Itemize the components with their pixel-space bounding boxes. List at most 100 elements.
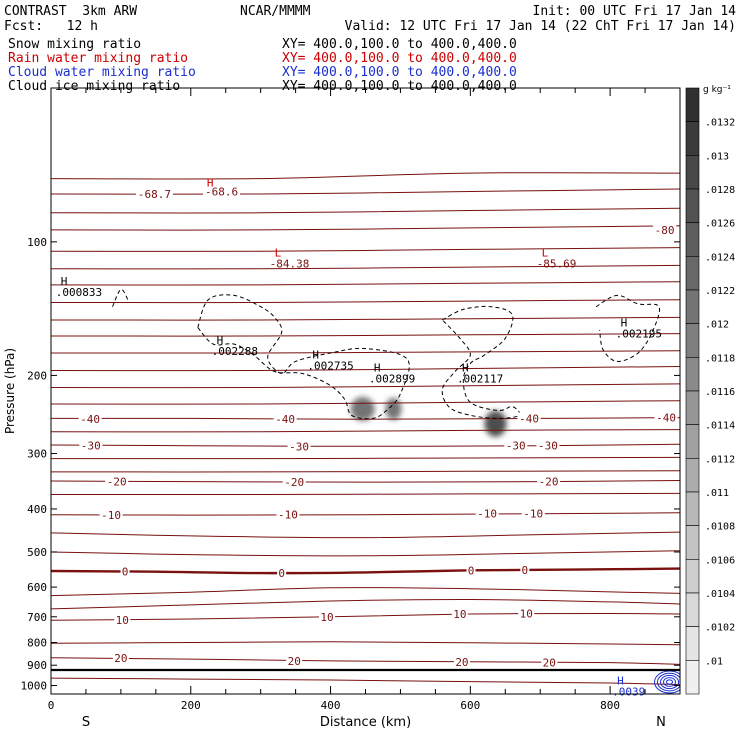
colorbar-tick-label: .0132 <box>705 118 735 129</box>
cloud-ice-contour <box>112 288 129 307</box>
colorbar-box <box>685 121 700 156</box>
colorbar-tick-label: .013 <box>705 151 729 162</box>
temperature-contour <box>51 587 680 597</box>
temperature-contour <box>51 443 680 447</box>
y-tick-label: 700 <box>27 611 47 624</box>
colorbar-unit: g kg⁻¹ <box>703 85 731 95</box>
extremum-value: -85.69 <box>537 258 577 271</box>
contour-label: 0 <box>522 564 529 577</box>
contour-label-background <box>653 223 677 235</box>
colorbar-tick-label: .0122 <box>705 286 735 297</box>
contour-label-background <box>537 475 561 487</box>
contour-label-background <box>466 564 476 576</box>
temperature-contour <box>51 264 680 270</box>
extremum-mark: H <box>462 362 469 375</box>
contour-label: -10 <box>278 509 298 522</box>
contour-label-background <box>475 507 499 519</box>
colorbar-box <box>685 390 700 425</box>
x-tick-label: 400 <box>321 699 341 712</box>
colorbar-tick-label: .0104 <box>705 589 735 600</box>
header-init: Init: 00 UTC Fri 17 Jan 14 <box>532 4 737 19</box>
colorbar-tick-label: .0128 <box>705 185 735 196</box>
colorbar-tick-label: .0112 <box>705 454 735 465</box>
extremum-value: .000833 <box>56 286 102 299</box>
contour-label-background <box>114 614 131 626</box>
colorbar-tick-label: .0102 <box>705 623 735 634</box>
extremum-mark: H <box>617 675 624 688</box>
x-tick-label: 600 <box>460 699 480 712</box>
contour-label-background <box>276 508 300 520</box>
field-label-snow: Snow mixing ratio <box>8 37 142 52</box>
temperature-contour <box>51 299 680 304</box>
contour-label-background <box>517 412 541 424</box>
contour-label: -30 <box>81 440 101 453</box>
temperature-contour <box>51 641 680 646</box>
field-label-rain: Rain water mixing ratio <box>8 51 189 66</box>
contour-label: 10 <box>520 607 533 620</box>
temperature-contour <box>51 613 680 621</box>
colorbar-box <box>685 87 700 122</box>
contour-label: -40 <box>519 412 539 425</box>
contour-label: 10 <box>320 611 333 624</box>
temperature-contour <box>51 657 680 665</box>
colorbar-box <box>685 491 700 526</box>
extremum-value: .0039 <box>612 686 645 699</box>
extremum-value: -84.38 <box>270 258 310 271</box>
field-xy-cloud-water: XY= 400.0,100.0 to 400.0,400.0 <box>282 65 517 80</box>
extremum-value: .002899 <box>369 373 415 386</box>
cloud-water-contour <box>666 679 674 685</box>
contour-label: 20 <box>114 652 127 665</box>
field-label-cloud-water: Cloud water mixing ratio <box>8 65 196 80</box>
temperature-contour <box>51 456 680 460</box>
temperature-contour <box>51 470 680 473</box>
contour-label: 20 <box>288 655 301 668</box>
contour-label: 10 <box>453 608 466 621</box>
x-tick-label: 0 <box>48 699 55 712</box>
colorbar-box <box>685 155 700 190</box>
cloud-water-contour <box>660 674 680 690</box>
contour-label-background <box>451 608 468 620</box>
temperature-contour <box>51 316 680 321</box>
y-tick-label: 500 <box>27 546 47 559</box>
colorbar-tick-label: .0114 <box>705 421 735 432</box>
extremum-value: .002195 <box>616 327 662 340</box>
contour-label: -40 <box>656 412 676 425</box>
field-xy-cloud-ice: XY= 400.0,100.0 to 400.0,400.0 <box>282 79 517 94</box>
contour-label-background <box>120 565 130 577</box>
x-tick-label: 800 <box>600 699 620 712</box>
temperature-contour <box>51 567 680 575</box>
colorbar-box <box>685 188 700 223</box>
header-valid: Valid: 12 UTC Fri 17 Jan 14 (22 ChT Fri … <box>344 19 736 34</box>
header-forecast: Fcst: 12 h <box>4 19 98 34</box>
colorbar-box <box>685 424 700 459</box>
colorbar: .0132 .013 .0128 .0126 .0124 .0122 .012 .0118 .0… <box>685 85 735 695</box>
y-tick-label: 900 <box>27 659 47 672</box>
colorbar-box <box>685 626 700 661</box>
contour-label: -10 <box>477 508 497 521</box>
extremum-value: .002735 <box>307 359 353 372</box>
contour-label: -68.6 <box>205 185 238 198</box>
field-xy-snow: XY= 400.0,100.0 to 400.0,400.0 <box>282 37 517 52</box>
contour-label-background <box>78 413 102 425</box>
snow-shading-blob <box>385 397 402 420</box>
contour-label: -20 <box>284 476 304 489</box>
temperature-contour <box>51 480 680 483</box>
temperature-contour <box>51 247 680 252</box>
contour-label: -30 <box>506 440 526 453</box>
temperature-contour <box>51 350 680 354</box>
temperature-contour <box>51 512 680 516</box>
y-axis-label: Pressure (hPa) <box>3 348 17 434</box>
temperature-contour <box>51 207 680 214</box>
contour-label-background <box>203 185 241 197</box>
temperature-contour <box>51 225 680 231</box>
colorbar-box <box>685 592 700 627</box>
contour-label-background <box>286 654 303 666</box>
contour-label-background <box>453 655 470 667</box>
contour-label: -80 <box>655 224 675 237</box>
extremum-mark: L <box>275 247 282 260</box>
cloud-ice-contour <box>197 294 410 420</box>
extremum-mark: H <box>61 275 68 288</box>
colorbar-box <box>685 559 700 594</box>
